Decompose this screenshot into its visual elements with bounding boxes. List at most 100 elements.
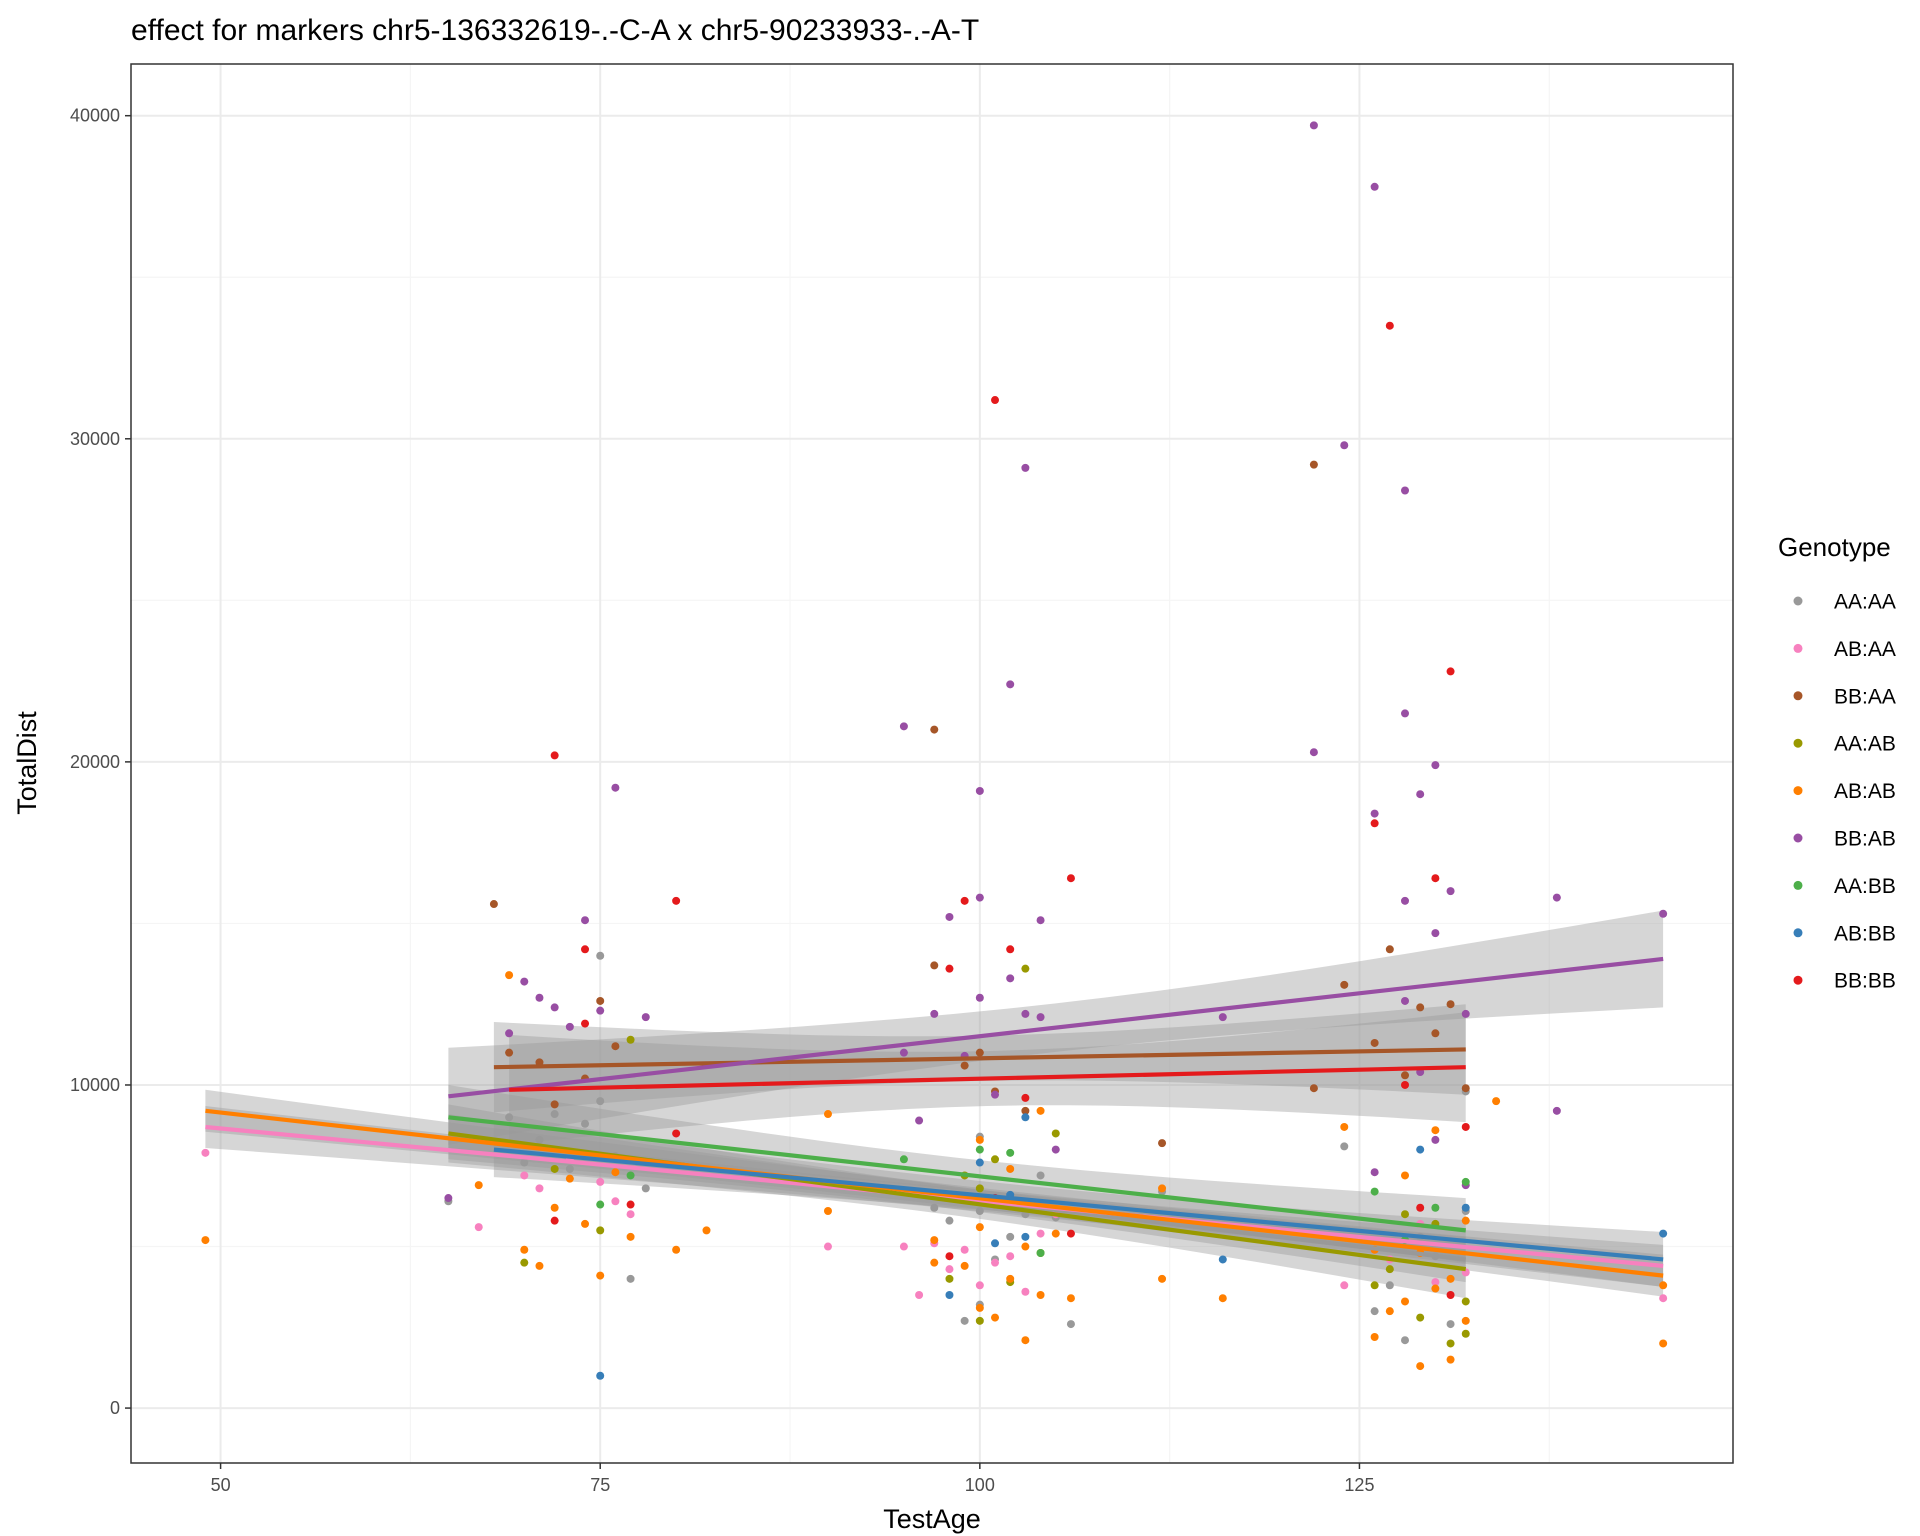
data-point bbox=[975, 993, 984, 1002]
data-point bbox=[1431, 1284, 1440, 1293]
data-point bbox=[1309, 460, 1318, 469]
data-point bbox=[1036, 916, 1045, 925]
legend-key bbox=[1793, 833, 1803, 843]
data-point bbox=[899, 1155, 908, 1164]
data-point bbox=[702, 1226, 711, 1235]
data-point bbox=[945, 1216, 954, 1225]
legend-item: AB:AA bbox=[1793, 638, 1896, 661]
data-point bbox=[489, 900, 498, 909]
data-point bbox=[1370, 1038, 1379, 1047]
data-point bbox=[1066, 874, 1075, 883]
data-point bbox=[626, 1232, 635, 1241]
data-point bbox=[550, 1164, 559, 1173]
data-point bbox=[1431, 1029, 1440, 1038]
data-point bbox=[975, 1303, 984, 1312]
data-point bbox=[1158, 1274, 1167, 1283]
data-point bbox=[1446, 1339, 1455, 1348]
data-point bbox=[1659, 1339, 1668, 1348]
data-point bbox=[975, 1145, 984, 1154]
data-point bbox=[1416, 1003, 1425, 1012]
y-tick-label: 20000 bbox=[70, 752, 120, 772]
data-point bbox=[1416, 1313, 1425, 1322]
data-point bbox=[1218, 1294, 1227, 1303]
data-point bbox=[975, 1206, 984, 1215]
legend-item: AA:BB bbox=[1793, 875, 1896, 898]
data-point bbox=[975, 1316, 984, 1325]
data-point bbox=[520, 1245, 529, 1254]
data-point bbox=[1309, 1084, 1318, 1093]
data-point bbox=[581, 945, 590, 954]
data-point bbox=[1370, 182, 1379, 191]
legend-key bbox=[1793, 880, 1803, 890]
data-point bbox=[550, 1110, 559, 1119]
data-point bbox=[1340, 1142, 1349, 1151]
data-point bbox=[945, 964, 954, 973]
data-point bbox=[1446, 1355, 1455, 1364]
data-point bbox=[1401, 1071, 1410, 1080]
data-point bbox=[1051, 1229, 1060, 1238]
data-point bbox=[1659, 909, 1668, 918]
data-point bbox=[596, 1177, 605, 1186]
data-point bbox=[1036, 1171, 1045, 1180]
chart-title: effect for markers chr5-136332619-.-C-A … bbox=[131, 14, 979, 47]
data-point bbox=[1461, 1122, 1470, 1131]
y-axis: 0 10000 20000 30000 40000 bbox=[70, 106, 131, 1418]
legend-label: AB:BB bbox=[1834, 922, 1896, 945]
data-point bbox=[505, 1048, 514, 1057]
legend-item: BB:AA bbox=[1793, 685, 1896, 708]
data-point bbox=[596, 1097, 605, 1106]
data-point bbox=[1431, 1126, 1440, 1135]
data-point bbox=[201, 1236, 210, 1245]
x-axis: 50 75 100 125 bbox=[211, 1463, 1374, 1495]
fit-line bbox=[509, 1065, 1466, 1092]
data-point bbox=[1036, 1248, 1045, 1257]
data-point bbox=[474, 1181, 483, 1190]
plot-panel bbox=[131, 64, 1733, 1463]
data-point bbox=[975, 1048, 984, 1057]
data-point bbox=[960, 1261, 969, 1270]
data-point bbox=[1006, 680, 1015, 689]
data-point bbox=[1446, 1290, 1455, 1299]
data-point bbox=[535, 993, 544, 1002]
data-point bbox=[581, 1019, 590, 1028]
data-point bbox=[1416, 1145, 1425, 1154]
data-point bbox=[1492, 1097, 1501, 1106]
data-point bbox=[1340, 980, 1349, 989]
data-point bbox=[1446, 1274, 1455, 1283]
data-point bbox=[1006, 945, 1015, 954]
data-point bbox=[1385, 1307, 1394, 1316]
data-point bbox=[930, 961, 939, 970]
data-point bbox=[1416, 1362, 1425, 1371]
data-point bbox=[1461, 1316, 1470, 1325]
data-point bbox=[1051, 1145, 1060, 1154]
data-point bbox=[1431, 1135, 1440, 1144]
data-point bbox=[1021, 964, 1030, 973]
data-point bbox=[626, 1210, 635, 1219]
data-point bbox=[535, 1184, 544, 1193]
data-point bbox=[672, 896, 681, 905]
data-point bbox=[1021, 1232, 1030, 1241]
data-point bbox=[1006, 1274, 1015, 1283]
data-point bbox=[1066, 1294, 1075, 1303]
data-point bbox=[1385, 321, 1394, 330]
fit-line bbox=[205, 1108, 1664, 1278]
data-point bbox=[1370, 1307, 1379, 1316]
data-point bbox=[520, 1158, 529, 1167]
data-point bbox=[596, 1271, 605, 1280]
data-point bbox=[1021, 1093, 1030, 1102]
data-point bbox=[1006, 974, 1015, 983]
data-point bbox=[975, 1158, 984, 1167]
x-tick-label: 125 bbox=[1344, 1475, 1374, 1495]
data-point bbox=[1021, 1287, 1030, 1296]
legend-item: AA:AB bbox=[1793, 733, 1896, 756]
data-point bbox=[626, 1035, 635, 1044]
data-point bbox=[1461, 1329, 1470, 1338]
data-point bbox=[823, 1110, 832, 1119]
data-point bbox=[991, 396, 1000, 405]
legend-item: AA:AA bbox=[1793, 591, 1896, 614]
legend-key bbox=[1793, 975, 1803, 985]
legend-item: AB:BB bbox=[1793, 922, 1896, 945]
data-point bbox=[1446, 1320, 1455, 1329]
data-point bbox=[581, 1119, 590, 1128]
